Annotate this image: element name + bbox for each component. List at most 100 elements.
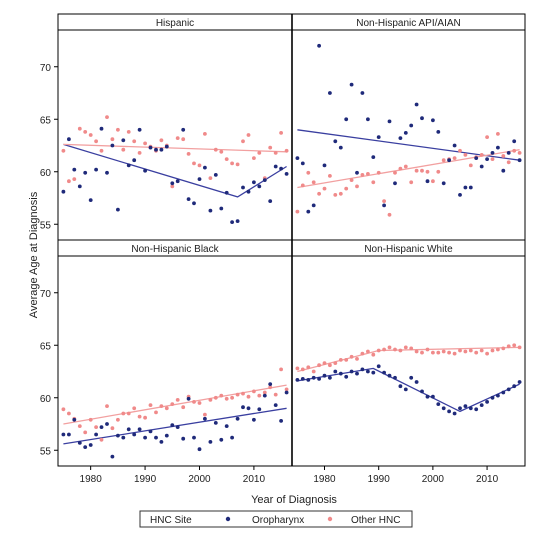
point-oropharynx bbox=[517, 380, 522, 384]
point-oropharynx bbox=[441, 181, 446, 186]
legend-entry-oropharynx: Oropharynx bbox=[252, 515, 304, 526]
point-other-hnc bbox=[77, 126, 82, 131]
point-other-hnc bbox=[213, 395, 218, 400]
point-other-hnc bbox=[143, 141, 148, 146]
point-other-hnc bbox=[257, 151, 262, 155]
x-tick-label: 1980 bbox=[313, 474, 336, 485]
point-oropharynx bbox=[311, 203, 316, 208]
point-other-hnc bbox=[154, 410, 158, 415]
point-other-hnc bbox=[376, 348, 381, 353]
point-oropharynx bbox=[425, 179, 430, 184]
point-oropharynx bbox=[333, 369, 338, 374]
point-other-hnc bbox=[436, 169, 441, 174]
point-other-hnc bbox=[121, 147, 126, 152]
point-oropharynx bbox=[403, 131, 408, 135]
point-other-hnc bbox=[490, 348, 495, 353]
point-oropharynx bbox=[366, 369, 370, 374]
point-other-hnc bbox=[132, 139, 137, 144]
point-other-hnc bbox=[137, 414, 142, 419]
point-oropharynx bbox=[344, 374, 349, 379]
point-oropharynx bbox=[224, 190, 229, 195]
point-oropharynx bbox=[300, 161, 305, 166]
fit-line-oropharynx bbox=[297, 367, 520, 413]
point-oropharynx bbox=[452, 143, 457, 148]
point-oropharynx bbox=[164, 433, 169, 438]
point-oropharynx bbox=[371, 155, 376, 160]
point-other-hnc bbox=[241, 391, 245, 396]
x-tick-label: 1990 bbox=[134, 474, 157, 485]
point-oropharynx bbox=[382, 370, 386, 375]
point-oropharynx bbox=[99, 126, 104, 131]
point-oropharynx bbox=[338, 371, 343, 376]
point-oropharynx bbox=[181, 127, 186, 132]
point-other-hnc bbox=[311, 369, 316, 374]
point-other-hnc bbox=[317, 191, 321, 196]
point-oropharynx bbox=[306, 378, 311, 382]
fit-line-other-hnc bbox=[297, 149, 520, 189]
point-other-hnc bbox=[110, 137, 115, 142]
point-oropharynx bbox=[355, 371, 359, 376]
panel-non-hispanic-black: Non-Hispanic Black 55 60 65 70 1980 1990 2000 20… bbox=[40, 239, 292, 485]
point-other-hnc bbox=[501, 154, 506, 158]
point-other-hnc bbox=[88, 133, 93, 137]
point-oropharynx bbox=[409, 375, 414, 380]
panel-non-hispanic-api-aian: Non-Hispanic API/AIAN bbox=[292, 13, 525, 217]
legend-marker-oropharynx bbox=[225, 516, 231, 522]
point-oropharynx bbox=[268, 199, 273, 204]
point-oropharynx bbox=[110, 143, 115, 148]
x-tick-label: 2010 bbox=[243, 474, 266, 485]
point-other-hnc bbox=[441, 158, 446, 163]
point-other-hnc bbox=[355, 184, 359, 189]
point-other-hnc bbox=[382, 199, 386, 204]
point-other-hnc bbox=[164, 406, 169, 411]
point-other-hnc bbox=[159, 404, 164, 408]
point-oropharynx bbox=[436, 402, 441, 406]
point-other-hnc bbox=[311, 180, 316, 185]
point-other-hnc bbox=[295, 209, 300, 214]
point-other-hnc bbox=[452, 351, 457, 356]
point-oropharynx bbox=[235, 416, 240, 421]
point-oropharynx bbox=[355, 170, 359, 175]
point-oropharynx bbox=[137, 127, 142, 132]
point-oropharynx bbox=[328, 375, 332, 380]
point-oropharynx bbox=[317, 377, 321, 381]
point-other-hnc bbox=[468, 163, 473, 168]
point-oropharynx bbox=[252, 417, 256, 422]
point-other-hnc bbox=[517, 345, 522, 350]
point-other-hnc bbox=[257, 393, 262, 398]
legend: HNC Site Oropharynx Other HNC bbox=[139, 510, 413, 528]
point-oropharynx bbox=[203, 416, 207, 421]
point-other-hnc bbox=[338, 358, 343, 362]
point-oropharynx bbox=[224, 424, 229, 428]
point-oropharynx bbox=[403, 387, 408, 392]
point-other-hnc bbox=[306, 170, 311, 175]
point-oropharynx bbox=[159, 147, 164, 152]
point-other-hnc bbox=[338, 191, 343, 196]
point-oropharynx bbox=[213, 421, 218, 425]
point-oropharynx bbox=[382, 203, 386, 208]
point-oropharynx bbox=[77, 184, 82, 189]
point-other-hnc bbox=[99, 437, 104, 442]
point-oropharynx bbox=[170, 181, 175, 186]
point-oropharynx bbox=[376, 364, 381, 369]
point-oropharynx bbox=[148, 145, 153, 150]
point-oropharynx bbox=[512, 139, 517, 144]
point-other-hnc bbox=[371, 180, 376, 185]
point-oropharynx bbox=[105, 422, 109, 426]
point-other-hnc bbox=[235, 162, 240, 167]
point-other-hnc bbox=[72, 177, 77, 182]
panel-non-hispanic-white: Non-Hispanic White 1980 1990 2000 2010 bbox=[292, 239, 525, 485]
point-oropharynx bbox=[132, 432, 137, 437]
point-other-hnc bbox=[366, 172, 370, 176]
point-oropharynx bbox=[241, 185, 245, 190]
point-oropharynx bbox=[208, 208, 213, 213]
point-oropharynx bbox=[436, 130, 441, 134]
point-oropharynx bbox=[338, 145, 343, 150]
point-other-hnc bbox=[268, 385, 273, 390]
point-other-hnc bbox=[197, 163, 202, 168]
point-oropharynx bbox=[116, 207, 120, 212]
point-other-hnc bbox=[67, 411, 71, 416]
legend-entry-other-hnc: Other HNC bbox=[351, 515, 400, 526]
point-other-hnc bbox=[246, 133, 251, 137]
